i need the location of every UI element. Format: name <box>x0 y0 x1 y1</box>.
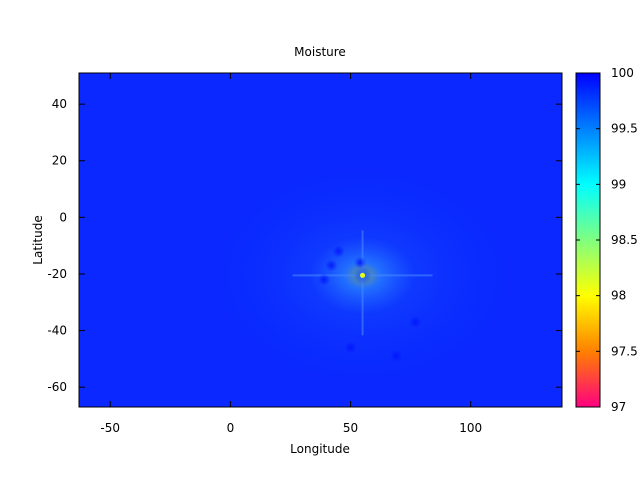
moisture-peak-core <box>360 272 366 278</box>
y-axis: -60 -40 -20 0 20 40 <box>47 97 562 394</box>
y-tick-label: -60 <box>47 380 67 394</box>
colorbar-tick-label: 99 <box>611 177 626 191</box>
colorbar-tick-label: 97.5 <box>611 344 638 358</box>
x-axis: -50 0 50 100 <box>100 73 482 435</box>
moisture-point <box>332 245 345 258</box>
plot-frame <box>78 72 563 408</box>
moisture-point <box>325 259 338 272</box>
x-tick-label: 50 <box>343 421 358 435</box>
moisture-point <box>390 350 403 363</box>
y-tick-label: -40 <box>47 324 67 338</box>
x-tick-label: -50 <box>100 421 120 435</box>
colorbar: 97 97.5 98 98.5 99 99.5 100 <box>575 66 638 414</box>
chart-title: Moisture <box>294 45 346 59</box>
y-tick-label: 20 <box>52 154 67 168</box>
y-tick-label: 40 <box>52 97 67 111</box>
y-axis-label: Latitude <box>31 215 45 264</box>
y-tick-label: -20 <box>47 267 67 281</box>
moisture-point <box>409 316 422 329</box>
moisture-point <box>344 341 357 354</box>
x-axis-label: Longitude <box>290 442 350 456</box>
moisture-point <box>354 256 367 269</box>
moisture-point <box>318 273 331 286</box>
colorbar-tick-label: 98.5 <box>611 233 638 247</box>
colorbar-tick-label: 99.5 <box>611 122 638 136</box>
x-tick-label: 100 <box>459 421 482 435</box>
colorbar-tick-label: 97 <box>611 400 626 414</box>
colorbar-tick-label: 100 <box>611 66 634 80</box>
y-tick-label: 0 <box>59 210 67 224</box>
x-tick-label: 0 <box>227 421 235 435</box>
plot-area <box>79 73 562 407</box>
colorbar-tick-label: 98 <box>611 289 626 303</box>
